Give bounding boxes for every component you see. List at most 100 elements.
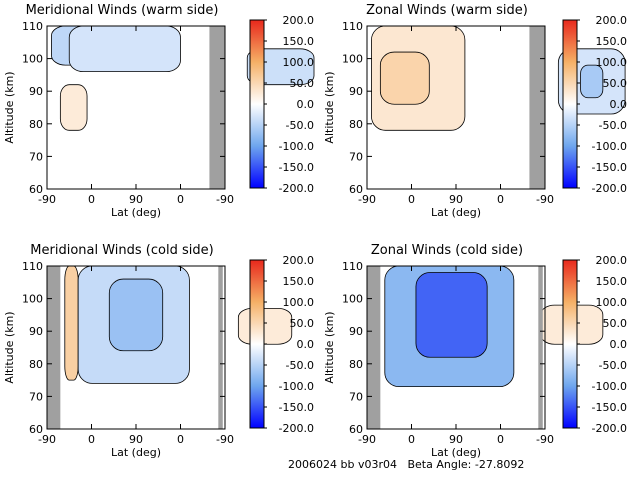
x-tick-label: 90 <box>129 193 143 206</box>
x-tick-label: -90 <box>536 193 554 206</box>
chart-title: Meridional Winds (warm side) <box>26 3 219 18</box>
y-tick-label: 90 <box>349 325 363 338</box>
colorbar-tick-label: -100.0 <box>279 140 314 153</box>
y-tick-label: 60 <box>29 423 43 436</box>
y-tick-label: 70 <box>349 150 363 163</box>
chart-title: Zonal Winds (warm side) <box>366 3 528 18</box>
x-tick-label: 0 <box>497 433 504 446</box>
colorbar <box>249 19 265 189</box>
colorbar-tick-label: -150.0 <box>279 401 314 414</box>
no-data-band <box>47 266 61 429</box>
colorbar-tick-label: -50.0 <box>286 359 314 372</box>
panel-2: Zonal Winds (warm side)-90 0 90 0 -906070809… <box>323 3 627 219</box>
y-tick-label: 70 <box>29 150 43 163</box>
chart-title: Meridional Winds (cold side) <box>30 243 213 258</box>
contour-region <box>237 307 293 345</box>
y-tick-label: 90 <box>349 85 363 98</box>
y-tick-label: 100 <box>342 293 363 306</box>
contour-region <box>64 265 79 381</box>
colorbar-tick-label: -50.0 <box>599 119 627 132</box>
x-tick-label: 0 <box>497 193 504 206</box>
x-tick-label: 0 <box>177 433 184 446</box>
x-axis-label: Lat (deg) <box>111 446 161 459</box>
colorbar-tick-label: 150.0 <box>283 275 315 288</box>
x-tick-label: -90 <box>536 433 554 446</box>
panel-4: Zonal Winds (cold side)-90 0 90 0 -906070809… <box>323 243 627 459</box>
x-tick-label: 90 <box>449 433 463 446</box>
x-tick-label: -90 <box>38 433 56 446</box>
contour-region <box>415 272 488 358</box>
colorbar-tick-label: 0.0 <box>610 98 628 111</box>
contour-region <box>68 25 181 73</box>
y-axis-label: Altitude (km) <box>323 311 336 383</box>
panel-3: Meridional Winds (cold side)-90 0 90 0 -9060… <box>3 243 314 459</box>
x-tick-label: -90 <box>216 193 234 206</box>
x-tick-label: 0 <box>177 193 184 206</box>
colorbar-tick-label: -200.0 <box>279 182 314 195</box>
colorbar-tick-label: 100.0 <box>283 56 315 69</box>
x-tick-label: -90 <box>358 433 376 446</box>
y-tick-label: 100 <box>22 293 43 306</box>
colorbar <box>249 259 265 429</box>
no-data-band <box>367 266 381 429</box>
y-tick-label: 100 <box>342 53 363 66</box>
colorbar-tick-label: -200.0 <box>279 422 314 435</box>
colorbar-tick-label: 50.0 <box>290 317 315 330</box>
y-tick-label: 80 <box>29 358 43 371</box>
x-tick-label: 0 <box>88 433 95 446</box>
colorbar-tick-label: 0.0 <box>610 338 628 351</box>
colorbar <box>562 19 578 189</box>
contour-region <box>379 51 430 105</box>
y-tick-label: 110 <box>22 260 43 273</box>
no-data-band <box>209 26 225 189</box>
colorbar-tick-label: 0.0 <box>297 338 315 351</box>
y-tick-label: 110 <box>22 20 43 33</box>
x-tick-label: -90 <box>216 433 234 446</box>
no-data-band <box>218 266 223 429</box>
y-tick-label: 110 <box>342 260 363 273</box>
x-tick-label: 0 <box>408 433 415 446</box>
x-tick-label: 0 <box>88 193 95 206</box>
colorbar-tick-label: 200.0 <box>283 254 315 267</box>
colorbar-tick-label: -200.0 <box>592 422 627 435</box>
y-tick-label: 70 <box>349 390 363 403</box>
x-tick-label: 0 <box>408 193 415 206</box>
x-axis-label: Lat (deg) <box>111 206 161 219</box>
y-tick-label: 60 <box>349 183 363 196</box>
beta-angle-label: Beta Angle: <box>407 458 472 471</box>
colorbar-tick-label: 150.0 <box>596 275 628 288</box>
y-tick-label: 80 <box>29 118 43 131</box>
colorbar-tick-label: 50.0 <box>603 317 628 330</box>
y-axis-label: Altitude (km) <box>3 71 16 143</box>
colorbar-tick-label: -150.0 <box>592 401 627 414</box>
x-tick-label: 90 <box>449 193 463 206</box>
y-tick-label: 60 <box>29 183 43 196</box>
colorbar-tick-label: 200.0 <box>596 14 628 27</box>
x-axis-label: Lat (deg) <box>431 206 481 219</box>
colorbar-tick-label: 100.0 <box>596 56 628 69</box>
y-tick-label: 110 <box>342 20 363 33</box>
x-tick-label: -90 <box>38 193 56 206</box>
colorbar-tick-label: 100.0 <box>596 296 628 309</box>
colorbar-tick-label: 150.0 <box>283 35 315 48</box>
contour-region <box>108 278 164 352</box>
footer-caption: 2006024 bb v03r04 Beta Angle: -27.8092 <box>288 458 524 471</box>
y-tick-label: 100 <box>22 53 43 66</box>
colorbar-tick-label: -50.0 <box>599 359 627 372</box>
no-data-band <box>529 26 545 189</box>
contour-region <box>59 84 88 131</box>
y-tick-label: 70 <box>29 390 43 403</box>
y-axis-label: Altitude (km) <box>3 311 16 383</box>
beta-angle-value: -27.8092 <box>474 458 525 471</box>
y-tick-label: 90 <box>29 85 43 98</box>
panel-1: Meridional Winds (warm side)-90 0 90 0 -9060… <box>3 3 315 219</box>
colorbar <box>562 259 578 429</box>
colorbar-tick-label: 100.0 <box>283 296 315 309</box>
colorbar-tick-label: 0.0 <box>297 98 315 111</box>
y-tick-label: 80 <box>349 118 363 131</box>
x-tick-label: 90 <box>129 433 143 446</box>
x-axis-label: Lat (deg) <box>431 446 481 459</box>
y-tick-label: 80 <box>349 358 363 371</box>
y-tick-label: 90 <box>29 325 43 338</box>
